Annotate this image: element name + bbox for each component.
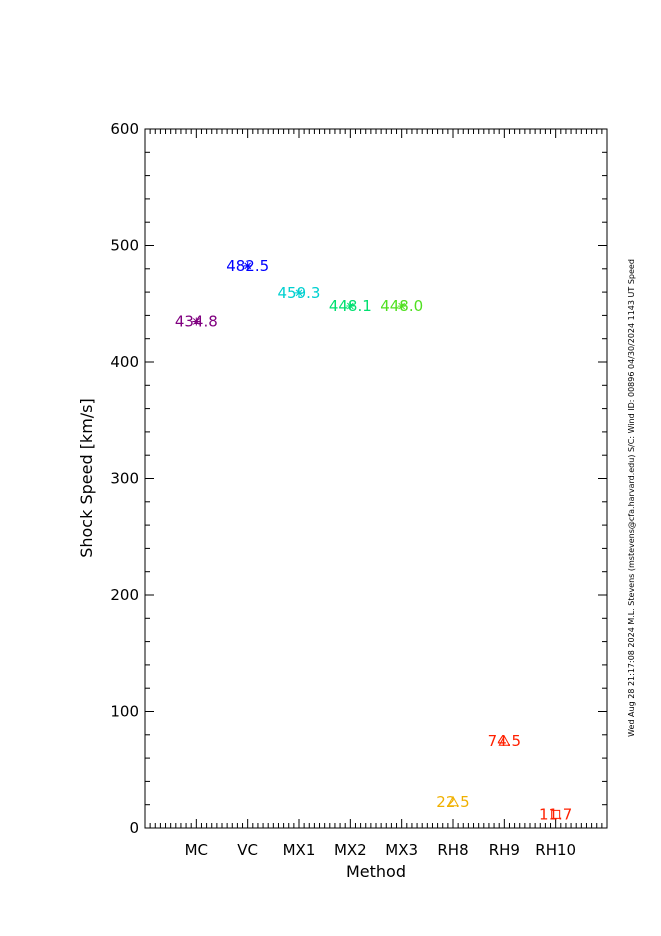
asterisk-marker xyxy=(346,301,355,310)
asterisk-marker xyxy=(397,302,406,311)
plot-info-stamp: Wed Aug 28 21:17:08 2024 M.L. Stevens (m… xyxy=(627,259,636,737)
x-tick-label: VC xyxy=(237,841,258,859)
x-axis-ticks: MC VC MX1 MX2 MX3 RH8 RH9 RH10 xyxy=(149,129,603,859)
x-tick-label: RH8 xyxy=(437,841,468,859)
x-axis-title: Method xyxy=(346,862,406,881)
x-tick-label: MX3 xyxy=(385,841,418,859)
data-value-label: 459.3 xyxy=(278,284,321,302)
plot-frame xyxy=(144,128,608,829)
square-marker xyxy=(551,809,561,819)
data-value-label: 11.7 xyxy=(539,805,572,823)
x-tick-label: RH9 xyxy=(489,841,520,859)
data-value-label: 448.0 xyxy=(380,297,423,315)
y-tick-label: 500 xyxy=(110,237,139,255)
data-point: 434.8 xyxy=(175,312,218,330)
y-axis-title: Shock Speed [km/s] xyxy=(77,398,96,558)
data-point: 448.0 xyxy=(380,297,423,315)
x-tick-label: RH10 xyxy=(535,841,576,859)
asterisk-marker xyxy=(295,288,303,297)
data-value-label: 482.5 xyxy=(226,257,269,275)
data-point: 74.5 xyxy=(488,732,521,750)
data-point: 482.5 xyxy=(226,257,269,275)
y-tick-label: 100 xyxy=(110,703,139,721)
data-value-label: 448.1 xyxy=(329,297,372,315)
y-tick-label: 600 xyxy=(110,120,139,138)
triangle-marker xyxy=(498,735,511,746)
x-tick-label: MX2 xyxy=(334,841,367,859)
y-tick-label: 200 xyxy=(110,586,139,604)
y-tick-label: 300 xyxy=(110,470,139,488)
data-points: 434.8 482.5 459.3 448.1 448.0 22.5 74.5 11.7 xyxy=(175,257,573,823)
data-point: 22.5 xyxy=(436,793,469,811)
data-value-label: 22.5 xyxy=(436,793,469,811)
x-tick-label: MC xyxy=(185,841,208,859)
data-point: 459.3 xyxy=(278,284,321,302)
triangle-marker xyxy=(447,795,459,807)
data-point: 448.1 xyxy=(329,297,372,315)
y-axis-ticks: 0 100 200 300 400 500 600 xyxy=(110,120,607,837)
y-tick-label: 0 xyxy=(129,819,139,837)
data-value-label: 434.8 xyxy=(175,312,218,330)
x-tick-label: MX1 xyxy=(283,841,316,859)
asterisk-marker xyxy=(243,261,252,270)
asterisk-marker xyxy=(192,317,201,326)
data-point: 11.7 xyxy=(539,805,572,823)
y-tick-label: 400 xyxy=(110,353,139,371)
data-value-label: 74.5 xyxy=(488,732,521,750)
